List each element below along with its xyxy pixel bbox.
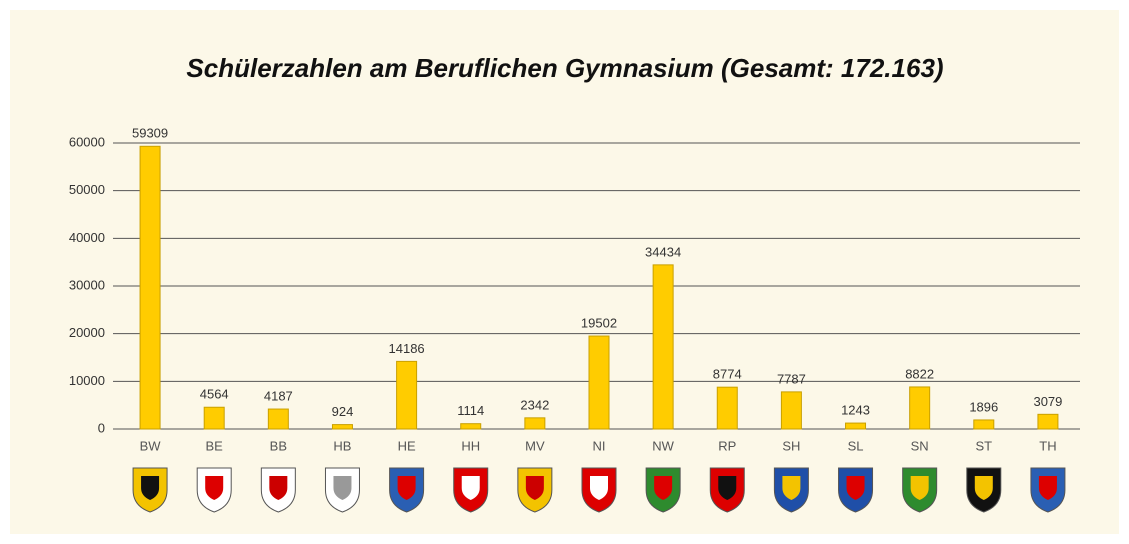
value-label: 1243 (841, 403, 870, 418)
value-label: 2342 (520, 397, 549, 412)
bar (716, 386, 738, 430)
value-label: 19502 (581, 315, 617, 330)
bar (460, 423, 482, 430)
value-label: 924 (332, 404, 354, 419)
y-tick-label: 50000 (69, 182, 105, 197)
bar (973, 419, 995, 430)
y-tick-label: 20000 (69, 325, 105, 340)
bar (139, 145, 161, 430)
coat-of-arms-emblem (461, 476, 480, 500)
bar (780, 391, 802, 430)
x-tick-label: BE (206, 438, 224, 453)
x-tick-label: BB (270, 438, 287, 453)
coat-of-arms-emblem (910, 476, 929, 500)
bar (845, 422, 867, 430)
value-label: 4187 (264, 388, 293, 403)
chart-title: Schülerzahlen am Beruflichen Gymnasium (… (186, 53, 943, 83)
coat-of-arms-emblem (590, 476, 608, 500)
bar (652, 264, 674, 430)
coat-of-arms-emblem (397, 476, 416, 500)
y-tick-label: 0 (98, 420, 105, 435)
x-tick-label: RP (718, 438, 736, 453)
panel (10, 10, 1119, 534)
bar (396, 360, 418, 430)
coat-of-arms-emblem (654, 476, 673, 500)
value-label: 14186 (389, 341, 425, 356)
y-tick-label: 30000 (69, 277, 105, 292)
x-tick-label: TH (1039, 438, 1056, 453)
value-label: 7787 (777, 371, 806, 386)
y-tick-label: 40000 (69, 230, 105, 245)
value-label: 1896 (969, 399, 998, 414)
coat-of-arms-emblem (141, 476, 160, 500)
bar (588, 335, 610, 430)
bar (203, 406, 225, 430)
coat-of-arms-emblem (269, 476, 288, 500)
x-tick-label: SN (911, 438, 929, 453)
x-tick-label: ST (975, 438, 992, 453)
x-tick-label: SH (782, 438, 800, 453)
value-label: 34434 (645, 244, 681, 259)
x-tick-label: BW (140, 438, 162, 453)
x-tick-label: SL (848, 438, 864, 453)
y-tick-label: 10000 (69, 373, 105, 388)
x-tick-label: HE (398, 438, 416, 453)
bar (267, 408, 289, 430)
bar (1037, 413, 1059, 430)
value-label: 3079 (1033, 394, 1062, 409)
value-label: 8822 (905, 366, 934, 381)
bar (331, 424, 353, 430)
coat-of-arms-emblem (333, 476, 352, 500)
coat-of-arms-emblem (782, 476, 801, 500)
value-label: 8774 (713, 367, 742, 382)
value-label: 1114 (457, 403, 484, 418)
coat-of-arms-emblem (1038, 476, 1057, 500)
coat-of-arms-emblem (974, 476, 993, 500)
bar (909, 386, 931, 430)
x-tick-label: MV (525, 438, 545, 453)
value-label: 59309 (132, 126, 168, 141)
bar (524, 417, 546, 430)
coat-of-arms-emblem (718, 476, 737, 500)
x-tick-label: NI (593, 438, 606, 453)
value-label: 4564 (200, 387, 229, 402)
y-tick-label: 60000 (69, 134, 105, 149)
coat-of-arms-emblem (205, 476, 224, 500)
x-tick-label: NW (652, 438, 674, 453)
x-tick-label: HB (333, 438, 351, 453)
x-tick-label: HH (461, 438, 480, 453)
coat-of-arms-emblem (846, 476, 865, 500)
coat-of-arms-emblem (525, 476, 544, 500)
